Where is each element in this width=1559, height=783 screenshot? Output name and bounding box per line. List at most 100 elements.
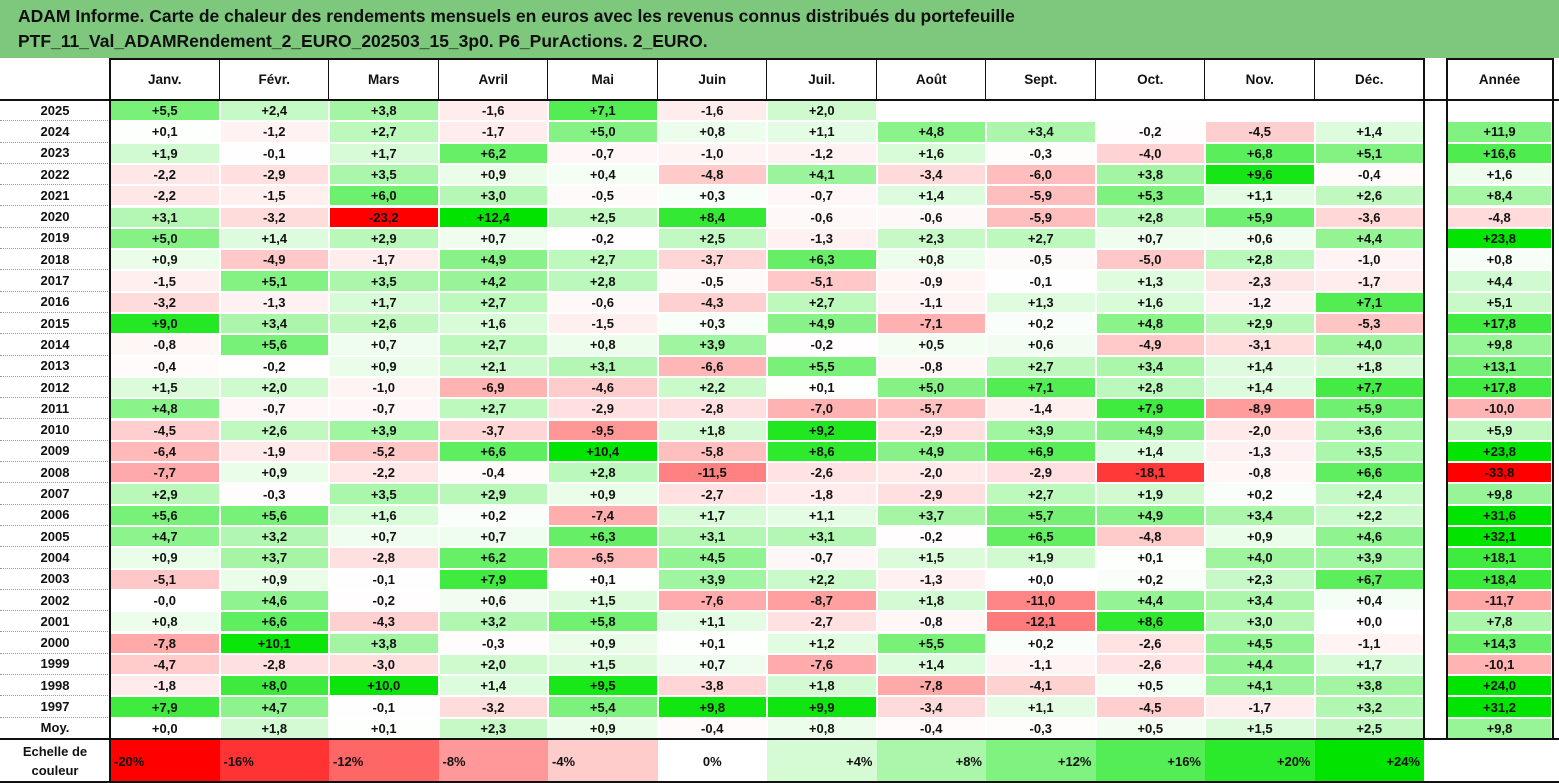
month-cell: +4,5	[1206, 633, 1314, 653]
month-cell: -0,0	[111, 590, 219, 611]
average-annual-cell: +9,8	[1448, 718, 1551, 738]
month-cell: +5,1	[1315, 143, 1423, 163]
month-cell: -6,6	[658, 356, 766, 376]
month-cell: +0,6	[439, 590, 547, 611]
month-cell: +4,9	[1096, 505, 1204, 525]
month-cell: -1,0	[658, 143, 766, 163]
month-cell: -1,6	[658, 101, 766, 121]
grid-horizontal-line	[0, 781, 1559, 783]
month-cell: +3,4	[1206, 505, 1314, 525]
month-cell: -1,1	[987, 654, 1095, 675]
month-cell: +1,1	[768, 505, 876, 525]
month-cell: +2,7	[439, 335, 547, 355]
month-cell: +3,1	[549, 356, 657, 376]
annual-cell: +5,1	[1448, 292, 1551, 312]
month-cell: +7,1	[1315, 292, 1423, 312]
month-cell: +2,7	[987, 484, 1095, 504]
month-cell: -0,6	[549, 292, 657, 312]
annual-cell	[1448, 101, 1551, 121]
year-label: 2019	[0, 228, 110, 250]
color-scale-stop: 0%	[657, 739, 767, 783]
month-cell: -0,7	[330, 399, 438, 419]
month-cell: +2,7	[987, 228, 1095, 249]
month-cell: -7,6	[768, 654, 876, 675]
year-label: 2000	[0, 633, 110, 654]
column-header: Déc.	[1354, 71, 1384, 87]
year-label: 2014	[0, 334, 110, 356]
annual-cell: +13,1	[1448, 356, 1551, 376]
color-scale-label-text: couleur	[31, 763, 79, 778]
month-cell: -1,5	[549, 314, 657, 334]
month-cell: +9,9	[768, 697, 876, 717]
annual-cell: +4,4	[1448, 271, 1551, 291]
month-cell: -1,2	[220, 122, 328, 142]
month-cell: +0,7	[330, 335, 438, 355]
month-cell: -2,7	[658, 484, 766, 504]
month-cell: -0,7	[549, 143, 657, 163]
year-label: 2012	[0, 377, 110, 399]
year-label: 2006	[0, 505, 110, 526]
month-cell: +2,7	[439, 399, 547, 419]
month-cell: +1,8	[1315, 356, 1423, 376]
month-cell: -0,3	[220, 484, 328, 504]
annual-cell: +31,6	[1448, 505, 1551, 525]
annual-cell: -4,8	[1448, 207, 1551, 227]
month-cell: +6,0	[330, 186, 438, 206]
month-cell: +1,4	[877, 186, 985, 206]
annual-cell: -10,1	[1448, 654, 1551, 675]
month-cell: -4,9	[220, 250, 328, 270]
grid-vertical-line	[1446, 58, 1448, 739]
month-cell: -7,1	[877, 314, 985, 334]
month-cell: +1,9	[111, 143, 219, 163]
month-cell: -5,3	[1315, 314, 1423, 334]
month-cell: -2,2	[111, 186, 219, 206]
month-cell	[1206, 101, 1314, 121]
annual-cell: +11,9	[1448, 122, 1551, 142]
annual-cell: +14,3	[1448, 633, 1551, 653]
month-cell: +0,9	[220, 569, 328, 589]
month-cell: +7,1	[987, 377, 1095, 398]
month-cell: +4,5	[658, 548, 766, 568]
year-label: 2024	[0, 121, 110, 143]
month-cell: +0,4	[1315, 590, 1423, 611]
month-cell: +2,7	[768, 292, 876, 312]
month-cell: +2,0	[220, 377, 328, 398]
grid-vertical-line	[1552, 58, 1554, 739]
month-cell: -4,3	[658, 292, 766, 312]
month-cell: -4,5	[111, 420, 219, 440]
month-cell: +6,6	[439, 441, 547, 462]
annual-cell: +24,0	[1448, 676, 1551, 696]
month-cell: -1,3	[1206, 441, 1314, 462]
report-title-line-2: PTF_11_Val_ADAMRendement_2_EURO_202503_1…	[18, 31, 708, 51]
month-cell: -1,2	[768, 143, 876, 163]
month-cell: -1,2	[1206, 292, 1314, 312]
year-label: 2003	[0, 569, 110, 590]
month-cell: -8,7	[768, 590, 876, 611]
color-scale-stop: -4%	[548, 739, 658, 783]
month-cell: -1,3	[877, 569, 985, 589]
month-cell: +0,1	[1096, 548, 1204, 568]
month-cell: +3,1	[111, 207, 219, 227]
month-cell: +7,9	[1096, 399, 1204, 419]
month-cell: +1,7	[1315, 654, 1423, 675]
month-cell: -0,8	[877, 356, 985, 376]
month-cell: +5,7	[987, 505, 1095, 525]
month-cell: +0,9	[111, 250, 219, 270]
month-cell: +1,4	[1096, 441, 1204, 462]
month-cell: +1,5	[111, 377, 219, 398]
month-cell: +1,5	[877, 548, 985, 568]
month-cell: +0,6	[987, 335, 1095, 355]
year-label: 2004	[0, 547, 110, 569]
month-cell: +1,1	[658, 612, 766, 632]
month-cell: -3,2	[439, 697, 547, 717]
year-label: 2002	[0, 590, 110, 612]
month-cell: -4,0	[1096, 143, 1204, 163]
report-title-line-1: ADAM Informe. Carte de chaleur des rende…	[18, 6, 1015, 26]
month-cell: +4,9	[1096, 420, 1204, 440]
annual-column-header: Année	[1478, 71, 1521, 87]
month-cell: -2,6	[1096, 654, 1204, 675]
month-cell: +3,5	[330, 484, 438, 504]
month-cell: -6,9	[439, 377, 547, 398]
month-cell: -7,0	[768, 399, 876, 419]
month-cell: +4,1	[1206, 676, 1314, 696]
